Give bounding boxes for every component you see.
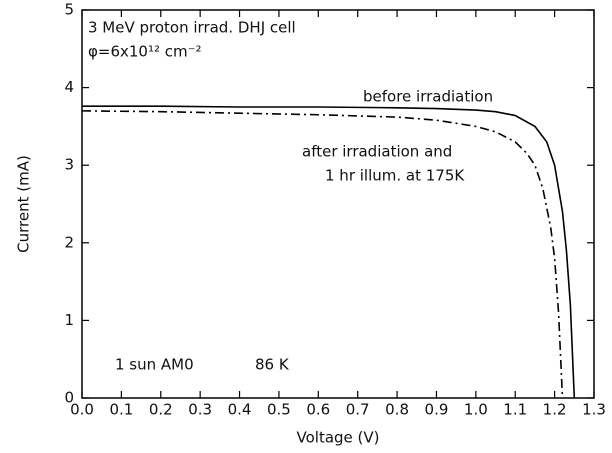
x-tick-label: 1.2 xyxy=(543,401,567,419)
x-tick-label: 0.4 xyxy=(228,401,252,419)
x-tick-label: 0.5 xyxy=(267,401,291,419)
y-tick-label: 3 xyxy=(64,156,74,174)
y-tick-label: 0 xyxy=(64,389,74,407)
x-tick-label: 0.2 xyxy=(149,401,173,419)
y-tick-label: 4 xyxy=(64,78,74,96)
annotation: 86 K xyxy=(255,356,290,374)
x-tick-label: 0.8 xyxy=(385,401,409,419)
annotation: φ=6x10¹² cm⁻² xyxy=(88,43,202,61)
plot-frame xyxy=(81,9,595,399)
x-tick-label: 0.9 xyxy=(425,401,449,419)
annotation: 1 hr illum. at 175K xyxy=(325,167,465,185)
y-tick-label: 2 xyxy=(64,233,74,251)
annotation: 1 sun AM0 xyxy=(115,356,194,374)
x-tick-label: 0.3 xyxy=(188,401,212,419)
x-tick-label: 0.6 xyxy=(306,401,330,419)
x-tick-label: 0.0 xyxy=(70,401,94,419)
y-tick-label: 5 xyxy=(64,1,74,19)
annotation: 3 MeV proton irrad. DHJ cell xyxy=(88,19,296,37)
x-tick-label: 1.3 xyxy=(582,401,606,419)
y-axis-label: Current (mA) xyxy=(15,155,33,253)
x-axis-label: Voltage (V) xyxy=(297,429,380,447)
x-tick-label: 1.0 xyxy=(464,401,488,419)
annotation: before irradiation xyxy=(363,88,493,106)
x-tick-label: 1.1 xyxy=(503,401,527,419)
annotation: after irradiation and xyxy=(302,143,452,161)
y-tick-label: 1 xyxy=(64,311,74,329)
x-tick-label: 0.7 xyxy=(346,401,370,419)
curve xyxy=(81,110,564,399)
curve xyxy=(82,105,576,399)
x-tick-label: 0.1 xyxy=(109,401,133,419)
